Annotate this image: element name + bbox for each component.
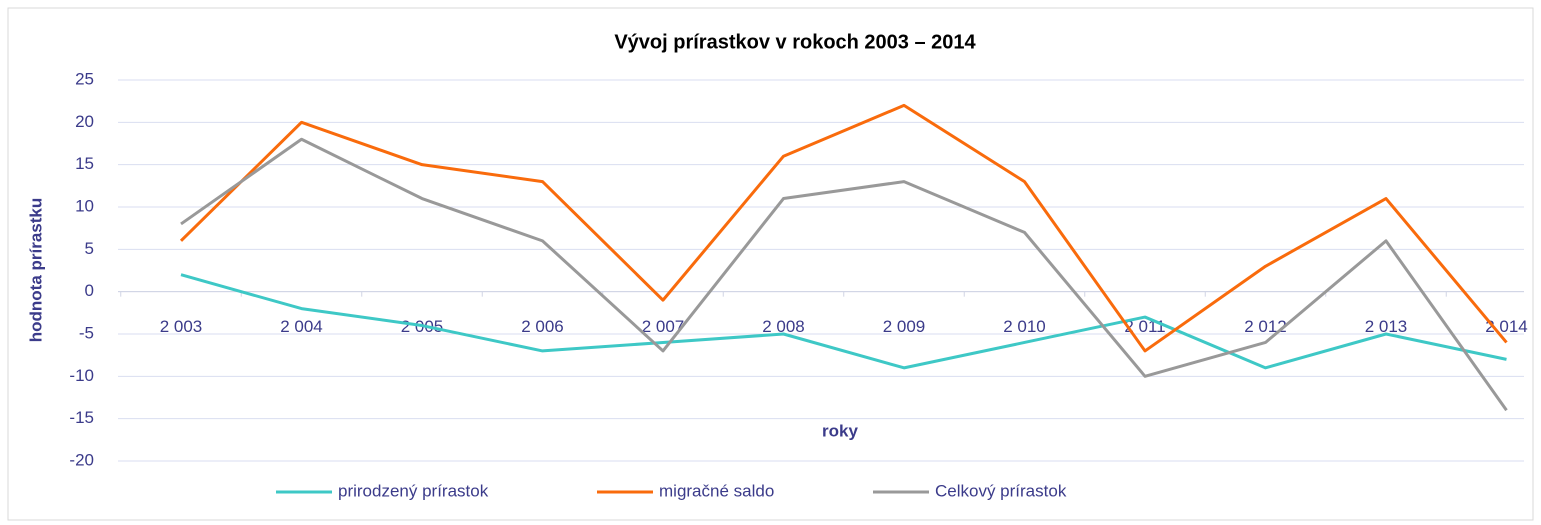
- series-line: [180, 137, 1508, 412]
- x-axis-label: roky: [822, 421, 858, 440]
- chart-border: [7, 7, 1534, 521]
- x-tick-label: 2 010: [1003, 317, 1046, 336]
- x-tick-label: 2 004: [280, 317, 323, 336]
- y-tick-label: 10: [75, 196, 94, 215]
- legend-label: prirodzený prírastok: [338, 481, 489, 500]
- x-tick-label: 2 003: [160, 317, 203, 336]
- legend-label: migračné saldo: [659, 481, 774, 500]
- x-tick-label: 2 006: [521, 317, 564, 336]
- y-tick-label: 25: [75, 69, 94, 88]
- y-axis-label: hodnota prírastku: [26, 198, 45, 343]
- x-tick-label: 2 009: [883, 317, 926, 336]
- legend-label: Celkový prírastok: [935, 481, 1067, 500]
- y-tick-label: -15: [69, 408, 94, 427]
- y-tick-label: -20: [69, 450, 94, 469]
- series-line: [180, 273, 1507, 370]
- y-tick-label: 15: [75, 154, 94, 173]
- y-tick-label: -5: [79, 323, 94, 342]
- chart-title: Vývoj prírastkov v rokoch 2003 – 2014: [614, 31, 976, 53]
- y-tick-label: -10: [69, 366, 94, 385]
- y-tick-label: 0: [85, 281, 94, 300]
- x-tick-label: 2 013: [1365, 317, 1408, 336]
- y-tick-label: 20: [75, 112, 94, 131]
- x-tick-label: 2 012: [1244, 317, 1287, 336]
- x-tick-label: 2 007: [642, 317, 685, 336]
- x-tick-label: 2 008: [762, 317, 805, 336]
- series-line: [179, 103, 1508, 353]
- y-tick-label: 5: [85, 239, 94, 258]
